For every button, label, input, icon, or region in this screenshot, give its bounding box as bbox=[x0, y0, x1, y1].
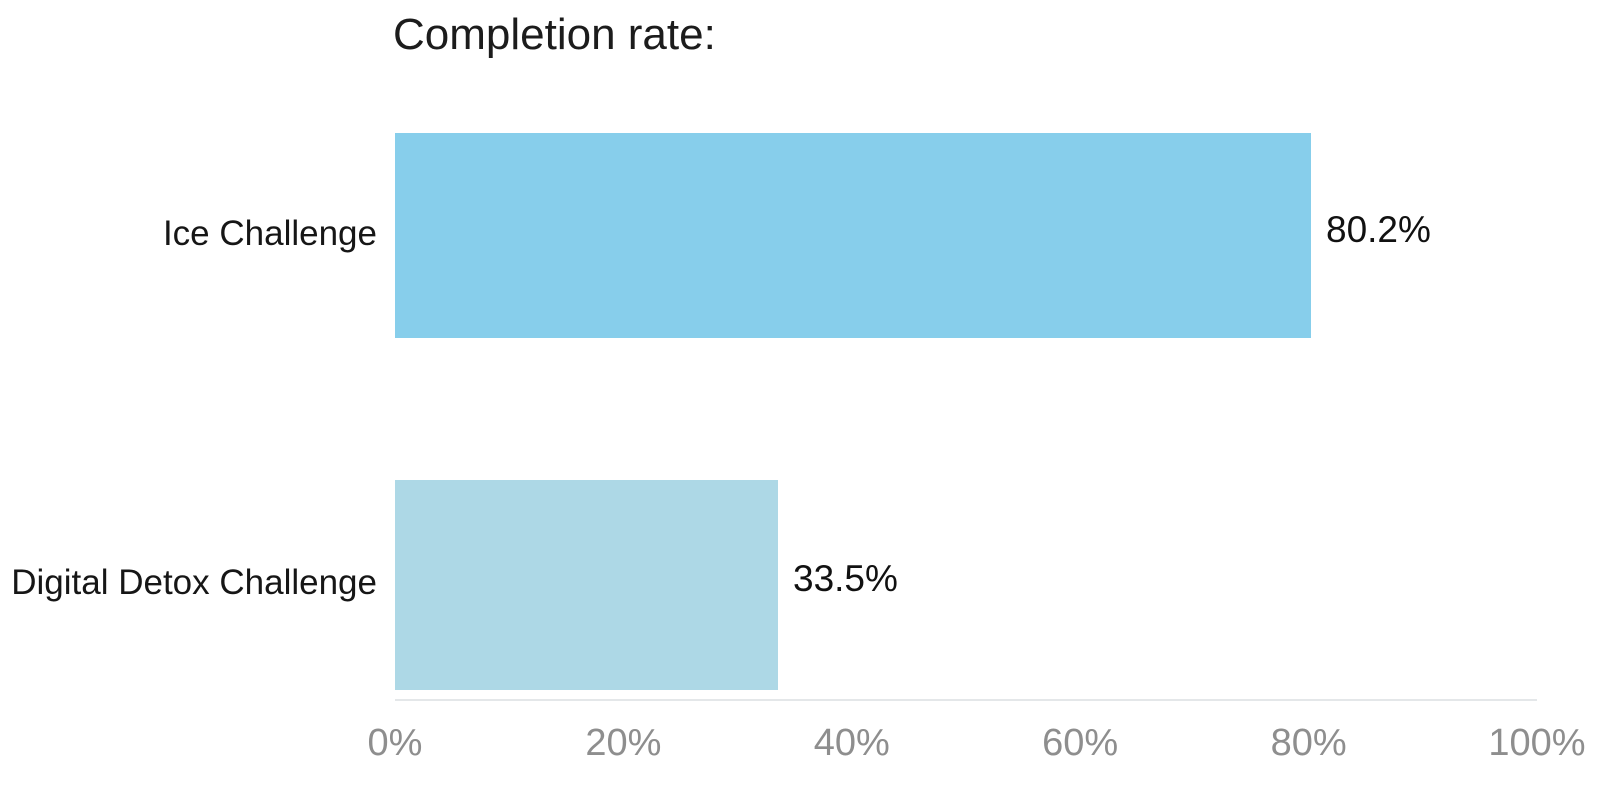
category-label: Ice Challenge bbox=[162, 213, 377, 253]
x-tick-label: 40% bbox=[813, 722, 890, 764]
x-tick-label: 80% bbox=[1270, 722, 1347, 764]
x-tick-label: 0% bbox=[367, 722, 423, 764]
x-axis-line bbox=[395, 699, 1537, 701]
x-tick-label: 60% bbox=[1042, 722, 1119, 764]
bar bbox=[395, 480, 778, 690]
bar bbox=[395, 133, 1311, 338]
category-label: Digital Detox Challenge bbox=[11, 563, 377, 602]
value-label: 33.5% bbox=[793, 558, 898, 599]
x-tick-label: 20% bbox=[585, 722, 662, 764]
chart-title: Completion rate: bbox=[393, 10, 716, 59]
x-tick-label: 100% bbox=[1488, 722, 1586, 764]
value-label: 80.2% bbox=[1326, 208, 1431, 250]
